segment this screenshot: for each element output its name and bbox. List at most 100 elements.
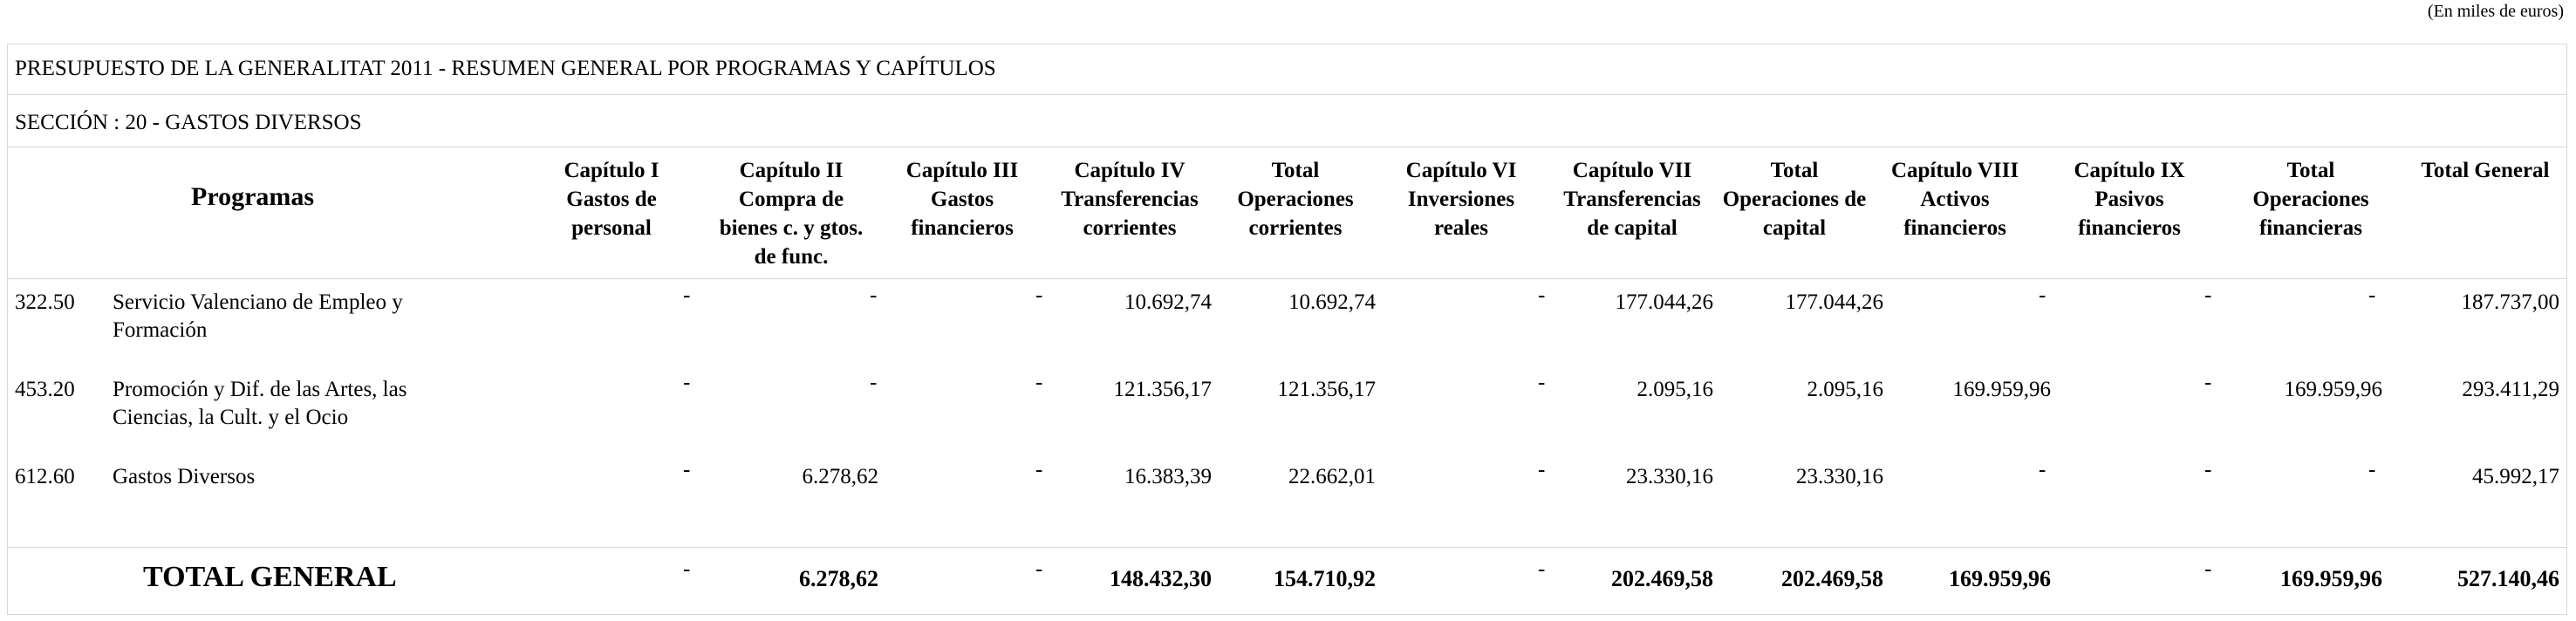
column-header: Capítulo VII Transferencias de capital: [1536, 156, 1728, 242]
total-cell: -: [683, 557, 691, 581]
table-cell: 10.692,74: [1124, 290, 1212, 314]
total-divider: [8, 547, 2566, 548]
program-code: 612.60: [15, 465, 75, 488]
column-header-line: Capítulo II: [739, 159, 844, 182]
table-cell: 22.662,01: [1288, 465, 1376, 488]
column-header-line: corrientes: [1083, 216, 1177, 240]
column-header-line: Gastos de: [566, 188, 657, 211]
table-cell: -: [1035, 458, 1043, 481]
column-header-line: Capítulo VI: [1405, 159, 1517, 182]
column-header-line: Gastos: [930, 188, 994, 211]
table-cell: 293.411,29: [2462, 378, 2559, 401]
column-header: Total General: [2389, 156, 2576, 185]
column-header-line: Total General: [2421, 159, 2550, 182]
total-cell: 6.278,62: [799, 566, 878, 591]
table-cell: -: [870, 283, 878, 307]
column-header: Capítulo IX Pasivos financieros: [2033, 156, 2225, 242]
column-header-line: bienes c. y gtos.: [719, 216, 864, 240]
column-header-line: reales: [1433, 216, 1488, 240]
column-header: Capítulo VIII Activos financieros: [1859, 156, 2051, 242]
column-header: Total Operaciones de capital: [1698, 156, 1890, 242]
table-cell: -: [2039, 283, 2046, 307]
total-cell: 169.959,96: [2280, 566, 2382, 591]
column-header: Total Operaciones financieras: [2215, 156, 2407, 242]
column-header: Capítulo III Gastos financieros: [866, 156, 1058, 242]
total-cell: 154.710,92: [1274, 566, 1376, 591]
column-header-line: Capítulo IX: [2074, 159, 2185, 182]
column-header-line: Compra de: [738, 188, 844, 211]
table-cell: -: [2368, 283, 2376, 307]
column-header-line: Capítulo III: [905, 159, 1019, 182]
table-cell: -: [683, 371, 691, 394]
column-header-line: de func.: [754, 245, 829, 269]
total-cell: 202.469,58: [1781, 566, 1883, 591]
total-cell: 527.140,46: [2457, 566, 2559, 591]
table-cell: -: [683, 458, 691, 481]
column-header: Capítulo I Gastos de personal: [516, 156, 707, 242]
section-label: SECCIÓN : 20 - GASTOS DIVERSOS: [8, 95, 2566, 147]
table-cell: -: [1538, 371, 1546, 394]
total-cell: 169.959,96: [1949, 566, 2051, 591]
table-cell: -: [870, 371, 878, 394]
column-header-line: Transferencias: [1061, 188, 1199, 211]
header-divider: [8, 278, 2566, 279]
column-header-line: Pasivos: [2094, 188, 2164, 211]
column-header-line: financieros: [2078, 216, 2181, 240]
column-header-line: corrientes: [1248, 216, 1343, 240]
table-cell: 2.095,16: [1636, 378, 1714, 401]
table-cell: 187.737,00: [2461, 290, 2560, 314]
column-header-line: capital: [1762, 216, 1827, 240]
column-header-line: Capítulo VIII: [1890, 159, 2019, 182]
column-header-line: Total: [1770, 159, 1819, 182]
column-header-line: de capital: [1587, 216, 1677, 240]
column-header-line: Capítulo IV: [1074, 159, 1186, 182]
total-cell: -: [1035, 557, 1043, 581]
table-cell: -: [2039, 458, 2046, 481]
unit-note: (En miles de euros): [2427, 2, 2564, 21]
table-cell: -: [1538, 283, 1546, 307]
column-header-line: Capítulo I: [564, 159, 659, 182]
column-header-line: Inversiones: [1407, 188, 1515, 211]
column-header-line: Operaciones de: [1722, 188, 1867, 211]
table-cell: 2.095,16: [1807, 378, 1884, 401]
table-cell: 16.383,39: [1124, 465, 1212, 488]
table-cell: -: [683, 283, 691, 307]
total-cell: -: [1538, 557, 1546, 581]
table-cell: -: [2204, 371, 2212, 394]
table-cell: 169.959,96: [1952, 378, 2052, 401]
table-cell: 45.992,17: [2472, 465, 2559, 488]
column-header-line: Operaciones: [1237, 188, 1354, 211]
total-cell: 202.469,58: [1611, 566, 1713, 591]
table-cell: 6.278,62: [802, 465, 879, 488]
column-header: Capítulo VI Inversiones reales: [1365, 156, 1557, 242]
budget-table: PRESUPUESTO DE LA GENERALITAT 2011 - RES…: [7, 44, 2567, 615]
column-header-line: financieros: [1903, 216, 2006, 240]
column-header-line: financieras: [2258, 216, 2363, 240]
table-cell: -: [1035, 371, 1043, 394]
table-cell: 177.044,26: [1785, 290, 1884, 314]
column-header-line: financieros: [911, 216, 1014, 240]
table-cell: 121.356,17: [1277, 378, 1377, 401]
table-cell: 10.692,74: [1288, 290, 1376, 314]
column-header-line: Total: [1271, 159, 1320, 182]
column-header: Capítulo IV Transferencias corrientes: [1034, 156, 1226, 242]
table-cell: 177.044,26: [1615, 290, 1714, 314]
program-code: 322.50: [15, 290, 75, 314]
program-name: Gastos Diversos: [113, 465, 256, 488]
header-programas: Programas: [191, 182, 315, 211]
column-header-line: Operaciones: [2252, 188, 2369, 211]
program-name: Servicio Valenciano de Empleo y Formación: [113, 290, 403, 342]
total-cell: 148.432,30: [1110, 566, 1212, 591]
table-title: PRESUPUESTO DE LA GENERALITAT 2011 - RES…: [8, 44, 2566, 95]
program-code: 453.20: [15, 378, 75, 401]
column-header-line: Transferencias: [1563, 188, 1701, 211]
table-cell: 23.330,16: [1796, 465, 1883, 488]
table-cell: 169.959,96: [2284, 378, 2383, 401]
column-header: Capítulo II Compra de bienes c. y gtos. de …: [695, 156, 887, 271]
total-cell: -: [2204, 557, 2212, 581]
table-cell: -: [1538, 458, 1546, 481]
table-cell: -: [2204, 458, 2212, 481]
program-name: Promoción y Dif. de las Artes, las Cienci…: [113, 378, 407, 429]
table-cell: 23.330,16: [1626, 465, 1713, 488]
column-header-line: personal: [571, 216, 652, 240]
